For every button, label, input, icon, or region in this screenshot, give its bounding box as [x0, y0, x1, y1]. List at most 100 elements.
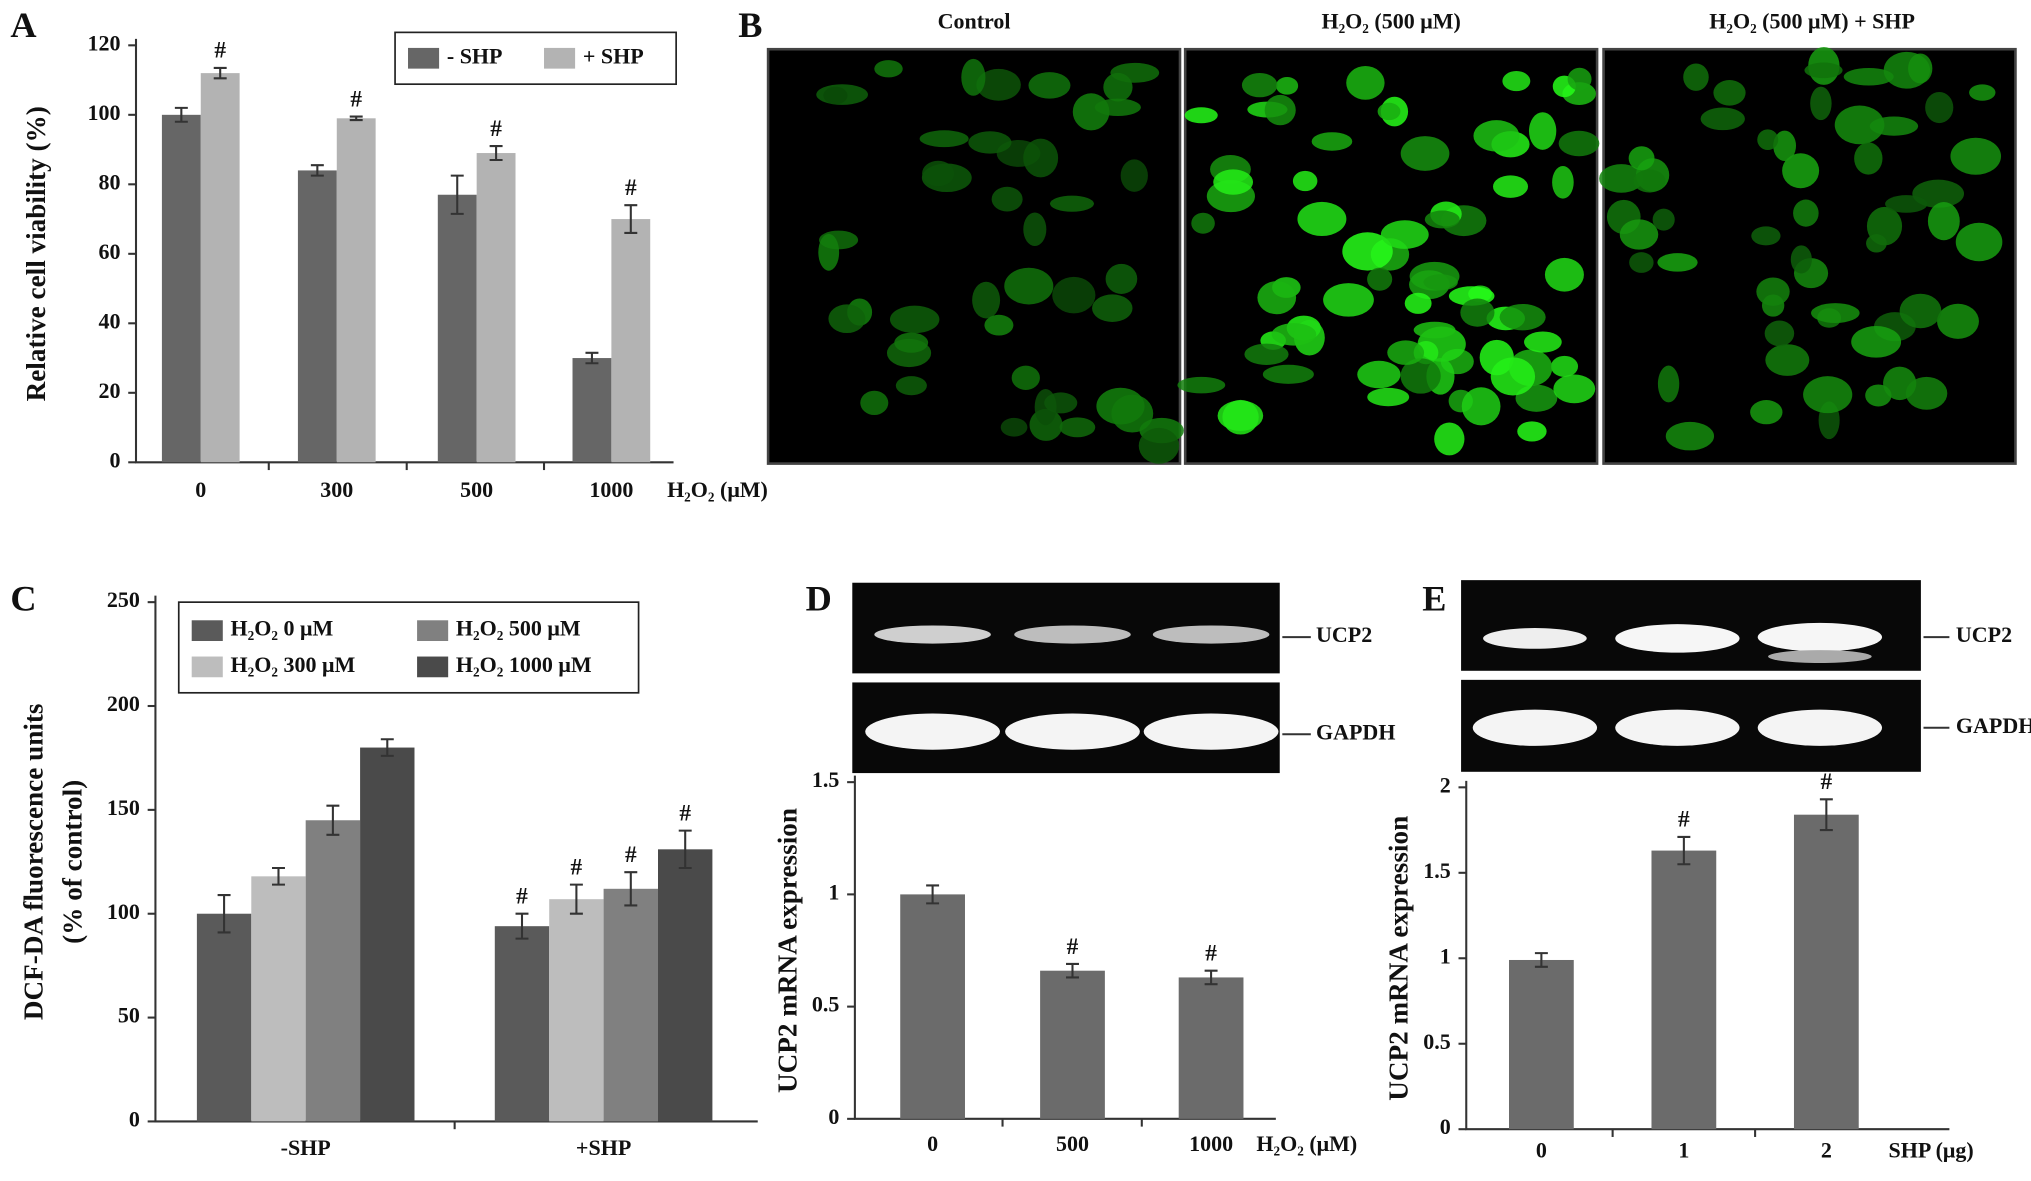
y-axis-label: UCP2 mRNA expression [1384, 816, 1414, 1101]
cell [1553, 374, 1596, 404]
significance-mark: # [214, 38, 226, 64]
legend-swatch [544, 47, 576, 69]
cell [1434, 422, 1465, 456]
cell [1380, 220, 1429, 249]
y-tick-label: 100 [107, 899, 140, 924]
cell [1059, 417, 1096, 438]
error-bar [217, 893, 231, 934]
cell [874, 60, 903, 78]
cell [1493, 175, 1529, 198]
significance-mark: # [625, 842, 637, 868]
cell [1023, 138, 1059, 178]
y-tick-label: 1.5 [1423, 858, 1451, 883]
cell [1138, 427, 1180, 464]
cell [1790, 245, 1812, 274]
y-tick-label: 250 [107, 587, 140, 612]
cell [1657, 253, 1698, 272]
cell [1177, 376, 1226, 394]
significance-mark: # [625, 175, 637, 201]
cell [1665, 421, 1715, 451]
y-tick-label: 1 [1440, 943, 1451, 968]
cell [894, 332, 929, 353]
cell [1111, 394, 1154, 433]
y-tick-label: 40 [98, 308, 120, 333]
cell [968, 131, 1012, 154]
bar [572, 358, 612, 463]
cell [1222, 399, 1259, 435]
cell [1105, 263, 1138, 294]
bar [476, 153, 516, 463]
cell [1899, 293, 1942, 329]
cell [1213, 169, 1254, 195]
cell [1264, 94, 1296, 126]
bar [549, 899, 604, 1122]
significance-mark: # [490, 116, 502, 142]
cell [1424, 210, 1460, 229]
bar [1178, 977, 1244, 1119]
y-tick-label: 0 [129, 1106, 140, 1131]
error-bar [926, 884, 940, 905]
cell [1367, 387, 1410, 407]
cell [1854, 142, 1883, 175]
gel-label: UCP2 [1316, 622, 1372, 647]
cell [1633, 169, 1666, 193]
cell [1955, 222, 2003, 262]
y-tick-label: 80 [98, 169, 120, 194]
cell [984, 314, 1014, 336]
cell [1528, 112, 1557, 150]
cell [1244, 343, 1289, 365]
bar [658, 849, 713, 1122]
gel [1461, 580, 1950, 772]
cell [1550, 355, 1579, 377]
legend-box [394, 31, 677, 86]
error-bar [1534, 952, 1548, 968]
gel-label: GAPDH [1316, 719, 1395, 744]
bar [297, 170, 337, 463]
cell [1011, 365, 1040, 390]
significance-mark: # [516, 884, 528, 910]
cell [1811, 303, 1860, 323]
cell [1110, 62, 1160, 83]
bar [360, 747, 415, 1122]
error-bar [624, 204, 638, 234]
cell [1558, 130, 1600, 157]
cell [1782, 153, 1820, 189]
y-tick-label: 1.5 [812, 767, 840, 792]
legend-label: H₂O₂ 500 μM [456, 616, 581, 641]
error-bar [1819, 798, 1833, 832]
cell [1292, 170, 1318, 192]
cell [1499, 303, 1546, 331]
cell [1049, 195, 1095, 212]
cell [1004, 267, 1054, 305]
error-bar [326, 804, 340, 836]
error-bar [585, 351, 599, 365]
panel-label: B [738, 5, 762, 45]
cell [823, 86, 848, 105]
bar [1793, 814, 1859, 1130]
legend-swatch [191, 620, 223, 642]
cell [991, 186, 1023, 212]
significance-mark: # [1678, 807, 1690, 833]
gel-label: UCP2 [1956, 622, 2012, 647]
cell [895, 376, 927, 396]
cell [889, 305, 940, 334]
bar [161, 114, 201, 463]
cell [1751, 226, 1781, 246]
significance-mark: # [679, 800, 691, 826]
cell [1346, 65, 1385, 100]
y-axis-label: Relative cell viability (%) [21, 106, 51, 401]
cell [1311, 132, 1353, 151]
bar [196, 913, 252, 1122]
cell [1750, 400, 1783, 425]
bar [603, 888, 659, 1122]
gel-label: GAPDH [1956, 713, 2031, 738]
cell [1950, 137, 2002, 175]
y-tick-label: 150 [107, 795, 140, 820]
cell [1184, 107, 1218, 124]
cell [1342, 232, 1393, 271]
panel-label: C [10, 578, 36, 618]
cell [1517, 421, 1547, 442]
error-bar [569, 883, 583, 915]
cell [1092, 294, 1133, 322]
cell [1765, 344, 1810, 376]
